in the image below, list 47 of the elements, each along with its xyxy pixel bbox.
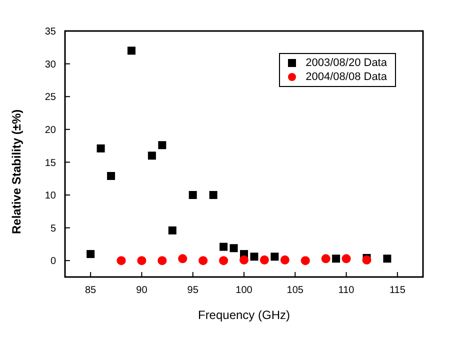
x-tick-label: 100 [236, 285, 253, 296]
point [280, 255, 290, 264]
y-tick-label: 15 [44, 158, 56, 169]
x-tick-label: 90 [136, 285, 148, 296]
legend-label: 2004/08/08 Data [306, 70, 387, 84]
point [198, 256, 208, 266]
point [220, 242, 228, 251]
point [158, 141, 166, 150]
point [270, 252, 279, 261]
y-tick-label: 5 [50, 223, 56, 234]
point [260, 255, 269, 264]
point [188, 191, 197, 199]
point [332, 254, 340, 263]
point [230, 244, 238, 252]
point [239, 255, 249, 264]
point [96, 144, 105, 152]
x-tick-label: 85 [85, 285, 97, 296]
y-tick-label: 10 [44, 190, 56, 202]
x-axis-title: Frequency (GHz) [198, 308, 290, 322]
point [86, 250, 95, 258]
point [219, 256, 228, 266]
point [158, 256, 167, 266]
point [300, 256, 310, 266]
y-axis-title: Relative Stability (±%) [9, 109, 24, 234]
point [168, 226, 176, 234]
point [137, 256, 146, 266]
point [321, 254, 330, 264]
point [342, 254, 351, 264]
point [107, 172, 116, 180]
x-tick-label: 95 [187, 285, 199, 296]
y-tick-label: 35 [44, 26, 56, 38]
x-tick-label: 115 [389, 285, 406, 296]
point [127, 46, 136, 55]
x-tick-label: 105 [286, 285, 304, 296]
point [250, 252, 258, 261]
point [383, 254, 392, 263]
y-tick-label: 0 [50, 256, 56, 268]
y-tick-label: 20 [44, 124, 56, 136]
legend-label: 2003/08/20 Data [306, 56, 387, 70]
point [116, 256, 126, 266]
point [178, 254, 188, 264]
y-tick-label: 25 [44, 92, 56, 104]
point [209, 191, 218, 199]
point [362, 255, 372, 264]
point [148, 152, 156, 160]
x-tick-label: 110 [338, 285, 355, 296]
y-tick-label: 30 [44, 59, 56, 70]
